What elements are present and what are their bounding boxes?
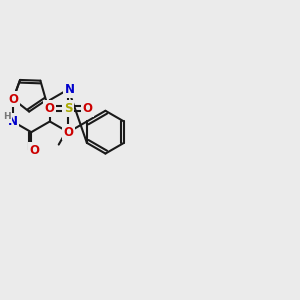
Text: N: N — [65, 83, 75, 96]
Text: O: O — [82, 102, 92, 115]
Text: H: H — [3, 112, 10, 121]
Text: N: N — [8, 115, 18, 128]
Text: O: O — [8, 93, 18, 106]
Text: O: O — [63, 126, 74, 139]
Text: O: O — [30, 144, 40, 157]
Text: S: S — [64, 102, 73, 115]
Text: O: O — [44, 102, 54, 115]
